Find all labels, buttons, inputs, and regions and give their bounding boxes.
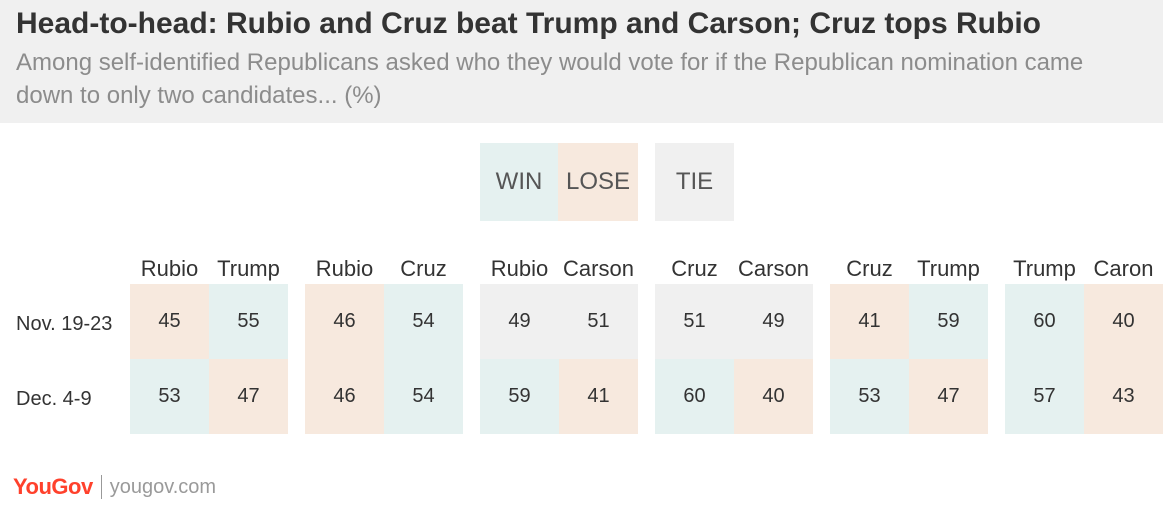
vote-share-cell: 51 bbox=[655, 284, 734, 359]
vote-share-cell: 59 bbox=[480, 359, 559, 434]
vote-share-cell: 54 bbox=[384, 284, 463, 359]
row-label-dec: Dec. 4-9 bbox=[16, 388, 92, 410]
row-label-nov: Nov. 19-23 bbox=[16, 313, 113, 335]
vote-share-cell: 49 bbox=[480, 284, 559, 359]
candidate-header: Cruz bbox=[846, 256, 893, 281]
vote-share-cell: 59 bbox=[909, 284, 988, 359]
candidate-header: Carson bbox=[563, 256, 634, 281]
candidate-header: Trump bbox=[1013, 256, 1076, 281]
yougov-logo: YouGov bbox=[13, 474, 93, 499]
candidate-header: Rubio bbox=[315, 256, 374, 281]
chart-subtitle: Among self-identified Republicans asked … bbox=[16, 49, 1084, 109]
legend-tie: TIE bbox=[655, 143, 734, 221]
vote-share-cell: 41 bbox=[830, 284, 909, 359]
vote-share-cell: 46 bbox=[305, 284, 384, 359]
candidate-header: Cruz bbox=[671, 256, 718, 281]
candidate-header: Rubio bbox=[490, 256, 549, 281]
footer-url: yougov.com bbox=[109, 475, 217, 498]
candidate-header: Caron bbox=[1093, 256, 1154, 281]
vote-share-cell: 45 bbox=[130, 284, 209, 359]
vote-share-cell: 57 bbox=[1005, 359, 1084, 434]
vote-share-cell: 53 bbox=[130, 359, 209, 434]
footer-divider bbox=[100, 475, 102, 499]
vote-share-cell: 41 bbox=[559, 359, 638, 434]
chart-title: Head-to-head: Rubio and Cruz beat Trump … bbox=[16, 7, 1041, 40]
vote-share-cell: 54 bbox=[384, 359, 463, 434]
vote-share-cell: 46 bbox=[305, 359, 384, 434]
vote-share-cell: 40 bbox=[1084, 284, 1163, 359]
vote-share-cell: 49 bbox=[734, 284, 813, 359]
vote-share-cell: 60 bbox=[655, 359, 734, 434]
vote-share-cell: 51 bbox=[559, 284, 638, 359]
legend-lose: LOSE bbox=[558, 143, 638, 221]
candidate-header: Carson bbox=[738, 256, 809, 281]
legend-win: WIN bbox=[480, 143, 558, 221]
footer: YouGov yougov.com bbox=[13, 474, 216, 500]
vote-share-cell: 60 bbox=[1005, 284, 1084, 359]
candidate-header: Cruz bbox=[400, 256, 447, 281]
candidate-header: Trump bbox=[217, 256, 280, 281]
vote-share-cell: 55 bbox=[209, 284, 288, 359]
vote-share-cell: 40 bbox=[734, 359, 813, 434]
vote-share-cell: 47 bbox=[209, 359, 288, 434]
vote-share-cell: 43 bbox=[1084, 359, 1163, 434]
header-banner: Head-to-head: Rubio and Cruz beat Trump … bbox=[0, 0, 1163, 123]
candidate-header: Rubio bbox=[140, 256, 199, 281]
vote-share-cell: 47 bbox=[909, 359, 988, 434]
vote-share-cell: 53 bbox=[830, 359, 909, 434]
candidate-header: Trump bbox=[917, 256, 980, 281]
